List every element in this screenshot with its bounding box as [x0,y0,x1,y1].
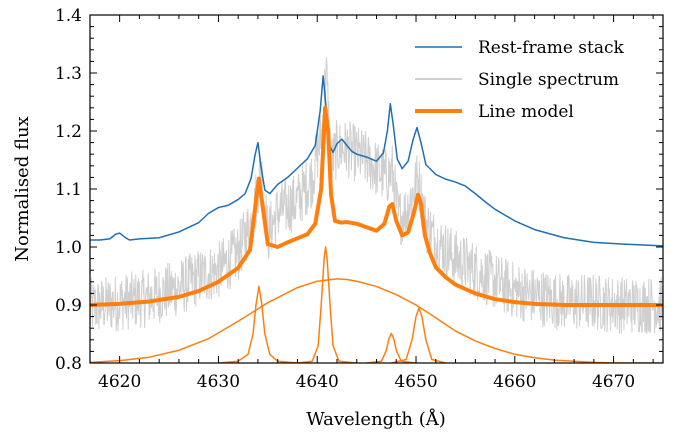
ticks-layer: 4620 4630 4640 4650 4660 4670 0.8 0.9 1.0 1.1 1.2 1… [55,6,663,392]
series-single-spectrum [90,57,663,334]
legend: Rest-frame stack Single spectrum Line mode… [415,38,625,122]
y-axis-title: Normalised flux [12,116,33,261]
legend-label: Rest-frame stack [478,38,625,58]
legend-label: Single spectrum [478,70,619,90]
y-tick-label: 1.2 [55,122,82,142]
y-tick-label: 1.4 [55,6,82,26]
x-tick-label: 4640 [296,372,339,392]
x-tick-label: 4660 [493,372,536,392]
series-line-component [365,332,417,363]
y-tick-label: 1.1 [55,180,82,200]
series-line-model [90,105,663,307]
y-tick-label: 1.0 [55,238,82,258]
x-tick-label: 4630 [197,372,240,392]
series-line-component [90,278,663,363]
series-line-component [217,285,299,363]
series-line-component [390,307,447,363]
series-line-component [296,246,358,363]
x-tick-label: 4650 [394,372,437,392]
y-tick-label: 0.8 [55,354,82,374]
legend-label: Line model [478,102,574,122]
series-rest-frame-stack [90,75,663,247]
x-axis-title: Wavelength (Å) [306,408,446,430]
series-layer [90,57,663,363]
y-tick-label: 1.3 [55,64,82,84]
x-tick-label: 4620 [98,372,141,392]
y-tick-label: 0.9 [55,296,82,316]
x-tick-label: 4670 [592,372,635,392]
